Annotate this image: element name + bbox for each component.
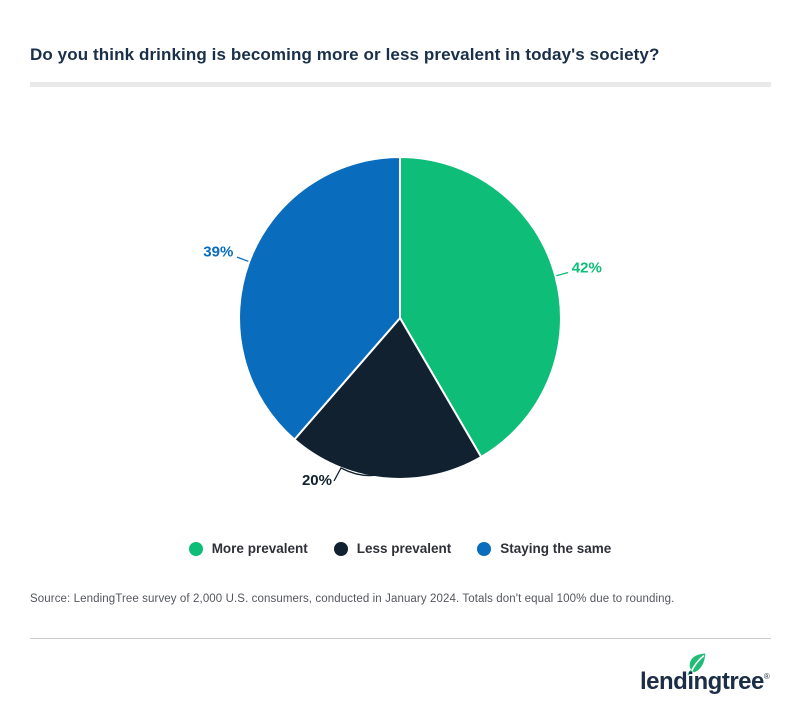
registered-trademark-symbol: ® xyxy=(763,672,770,681)
label-leader-line xyxy=(236,256,249,262)
brand-name: lendingtree xyxy=(640,668,764,695)
pie-slice-less-prevalent xyxy=(292,316,483,480)
footer-divider xyxy=(30,638,771,639)
lendingtree-logo: lendingtree® xyxy=(636,650,786,708)
legend-label: Less prevalent xyxy=(356,541,452,556)
pie-chart-svg: 42% 20% 39% xyxy=(203,155,602,489)
legend-item: Staying the same xyxy=(477,541,611,556)
slice-value-label: 20% xyxy=(302,472,332,489)
slice-value-label: 42% xyxy=(572,260,602,277)
legend-swatch-icon xyxy=(477,541,492,556)
label-leader-line xyxy=(556,271,569,277)
label-leader-line xyxy=(333,467,383,482)
source-note: Source: LendingTree survey of 2,000 U.S.… xyxy=(30,593,675,605)
slice-value-label: 39% xyxy=(203,244,233,261)
legend-label: More prevalent xyxy=(211,541,308,556)
page-title: Do you think drinking is becoming more o… xyxy=(30,45,660,64)
legend-item: More prevalent xyxy=(188,541,308,556)
pie-slice-more-prevalent xyxy=(399,155,562,459)
chart-legend: More prevalent Less prevalent Staying the … xyxy=(0,541,800,556)
legend-swatch-icon xyxy=(333,541,348,556)
legend-item: Less prevalent xyxy=(333,541,452,556)
brand-wordmark: lendingtree® xyxy=(640,668,770,696)
legend-swatch-icon xyxy=(188,541,203,556)
leaf-icon xyxy=(687,653,706,675)
pie-slice-staying-the-same xyxy=(238,155,401,441)
legend-label: Staying the same xyxy=(500,541,612,556)
title-divider xyxy=(30,82,771,87)
